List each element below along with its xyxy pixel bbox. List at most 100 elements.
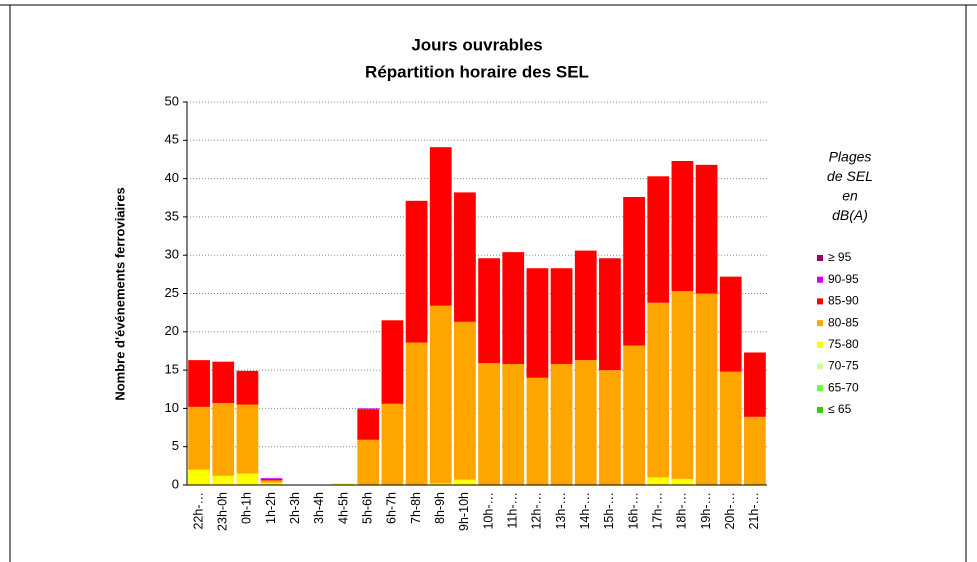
y-tick-label: 35: [165, 208, 179, 223]
bar-segment: [599, 370, 621, 485]
bar-segment: [333, 483, 355, 485]
x-tick-label: 2h-3h: [288, 492, 302, 524]
x-tick-label: 17h-…: [651, 492, 665, 530]
y-tick-label: 30: [165, 247, 179, 262]
y-tick-label: 45: [165, 132, 179, 147]
x-tick-label: 10h-…: [481, 492, 495, 530]
bar-segment: [236, 370, 259, 405]
bar-segment: [550, 268, 573, 364]
bar-segment: [188, 406, 210, 470]
legend-title: Plages: [829, 149, 872, 165]
y-tick-label: 5: [172, 438, 179, 453]
bar-segment: [454, 192, 476, 322]
legend-label: ≤ 65: [828, 402, 852, 416]
x-tick-label: 8h-9h: [433, 492, 447, 524]
x-tick-label: 7h-8h: [409, 492, 423, 524]
legend-swatch: [817, 385, 823, 392]
bar-segment: [744, 416, 766, 485]
x-tick-label: 9h-10h: [457, 492, 471, 531]
bar-segment: [647, 302, 670, 478]
bar-segment: [454, 321, 476, 480]
legend-title: dB(A): [832, 207, 868, 223]
legend-label: ≥ 95: [828, 250, 852, 264]
bar-segment: [405, 200, 428, 343]
bar-segment: [357, 409, 380, 440]
bar-segment: [188, 360, 210, 407]
x-tick-label: 3h-4h: [312, 492, 326, 524]
legend-label: 65-70: [828, 380, 859, 394]
bar-segment: [429, 483, 452, 485]
x-tick-label: 19h-…: [699, 492, 713, 530]
bar-segment: [260, 478, 283, 481]
legend-swatch: [817, 363, 823, 370]
bar-segment: [260, 480, 283, 483]
bar-segment: [212, 403, 235, 476]
bar-segment: [454, 479, 476, 485]
y-tick-label: 15: [165, 362, 179, 377]
bar-segment: [188, 469, 210, 485]
x-tick-label: 16h-…: [626, 492, 640, 530]
x-tick-label: 13h-…: [554, 492, 568, 530]
bar-segment: [381, 320, 404, 404]
bar-segment: [478, 363, 500, 485]
x-tick-label: 1h-2h: [264, 492, 278, 524]
x-tick-label: 0h-1h: [240, 492, 254, 524]
bar-segment: [502, 252, 525, 364]
legend-label: 85-90: [828, 294, 859, 308]
legend-swatch: [817, 255, 823, 261]
bar-segment: [550, 363, 573, 485]
x-tick-label: 23h-0h: [216, 492, 230, 531]
bar-segment: [647, 176, 670, 303]
bar-segment: [574, 250, 597, 361]
bar-segment: [405, 342, 428, 485]
bar-segment: [212, 475, 235, 485]
x-tick-label: 22h-…: [191, 492, 205, 530]
y-tick-label: 50: [165, 93, 179, 108]
x-tick-label: 11h-…: [506, 492, 520, 529]
legend-swatch: [817, 341, 823, 348]
bar-segment: [623, 196, 645, 346]
x-tick-label: 14h-…: [578, 492, 592, 530]
bar-segment: [478, 258, 500, 364]
bar-segment: [695, 293, 718, 485]
y-axis-label: Nombre d'événements ferroviaires: [112, 187, 127, 400]
legend-label: 90-95: [828, 272, 859, 286]
bar-segment: [671, 291, 694, 479]
legend-swatch: [817, 320, 823, 327]
bar-segment: [599, 258, 621, 371]
y-tick-label: 10: [165, 400, 179, 415]
bar-segment: [260, 478, 283, 479]
bar-segment: [260, 482, 283, 485]
x-tick-label: 18h-…: [675, 492, 689, 530]
y-tick-label: 20: [165, 323, 179, 338]
bar-segment: [719, 276, 742, 372]
bar-segment: [744, 352, 766, 417]
y-tick-label: 25: [165, 285, 179, 300]
legend-swatch: [817, 406, 823, 413]
bar-segment: [526, 377, 549, 485]
bar-segment: [357, 408, 380, 410]
legend-title: de SEL: [827, 168, 873, 184]
bar-segment: [381, 403, 404, 485]
bar-segment: [671, 160, 694, 292]
bar-segment: [236, 404, 259, 474]
bar-segment: [671, 478, 694, 485]
y-tick-label: 40: [165, 170, 179, 185]
legend-label: 70-75: [828, 359, 859, 373]
bar-segment: [623, 345, 645, 485]
legend-swatch: [817, 298, 823, 305]
bar-segment: [526, 268, 549, 378]
bar-segment: [574, 360, 597, 485]
x-tick-label: 5h-6h: [361, 492, 375, 524]
bar-segment: [647, 477, 670, 485]
x-tick-label: 15h-…: [602, 492, 616, 530]
chart-title: Jours ouvrables: [411, 35, 542, 54]
legend-label: 80-85: [828, 315, 859, 329]
x-tick-label: 20h-…: [723, 492, 737, 530]
bar-segment: [719, 371, 742, 485]
bar-segment: [695, 164, 718, 294]
x-tick-label: 21h-…: [747, 492, 761, 530]
bar-segment: [236, 473, 259, 485]
y-tick-label: 0: [172, 476, 179, 491]
